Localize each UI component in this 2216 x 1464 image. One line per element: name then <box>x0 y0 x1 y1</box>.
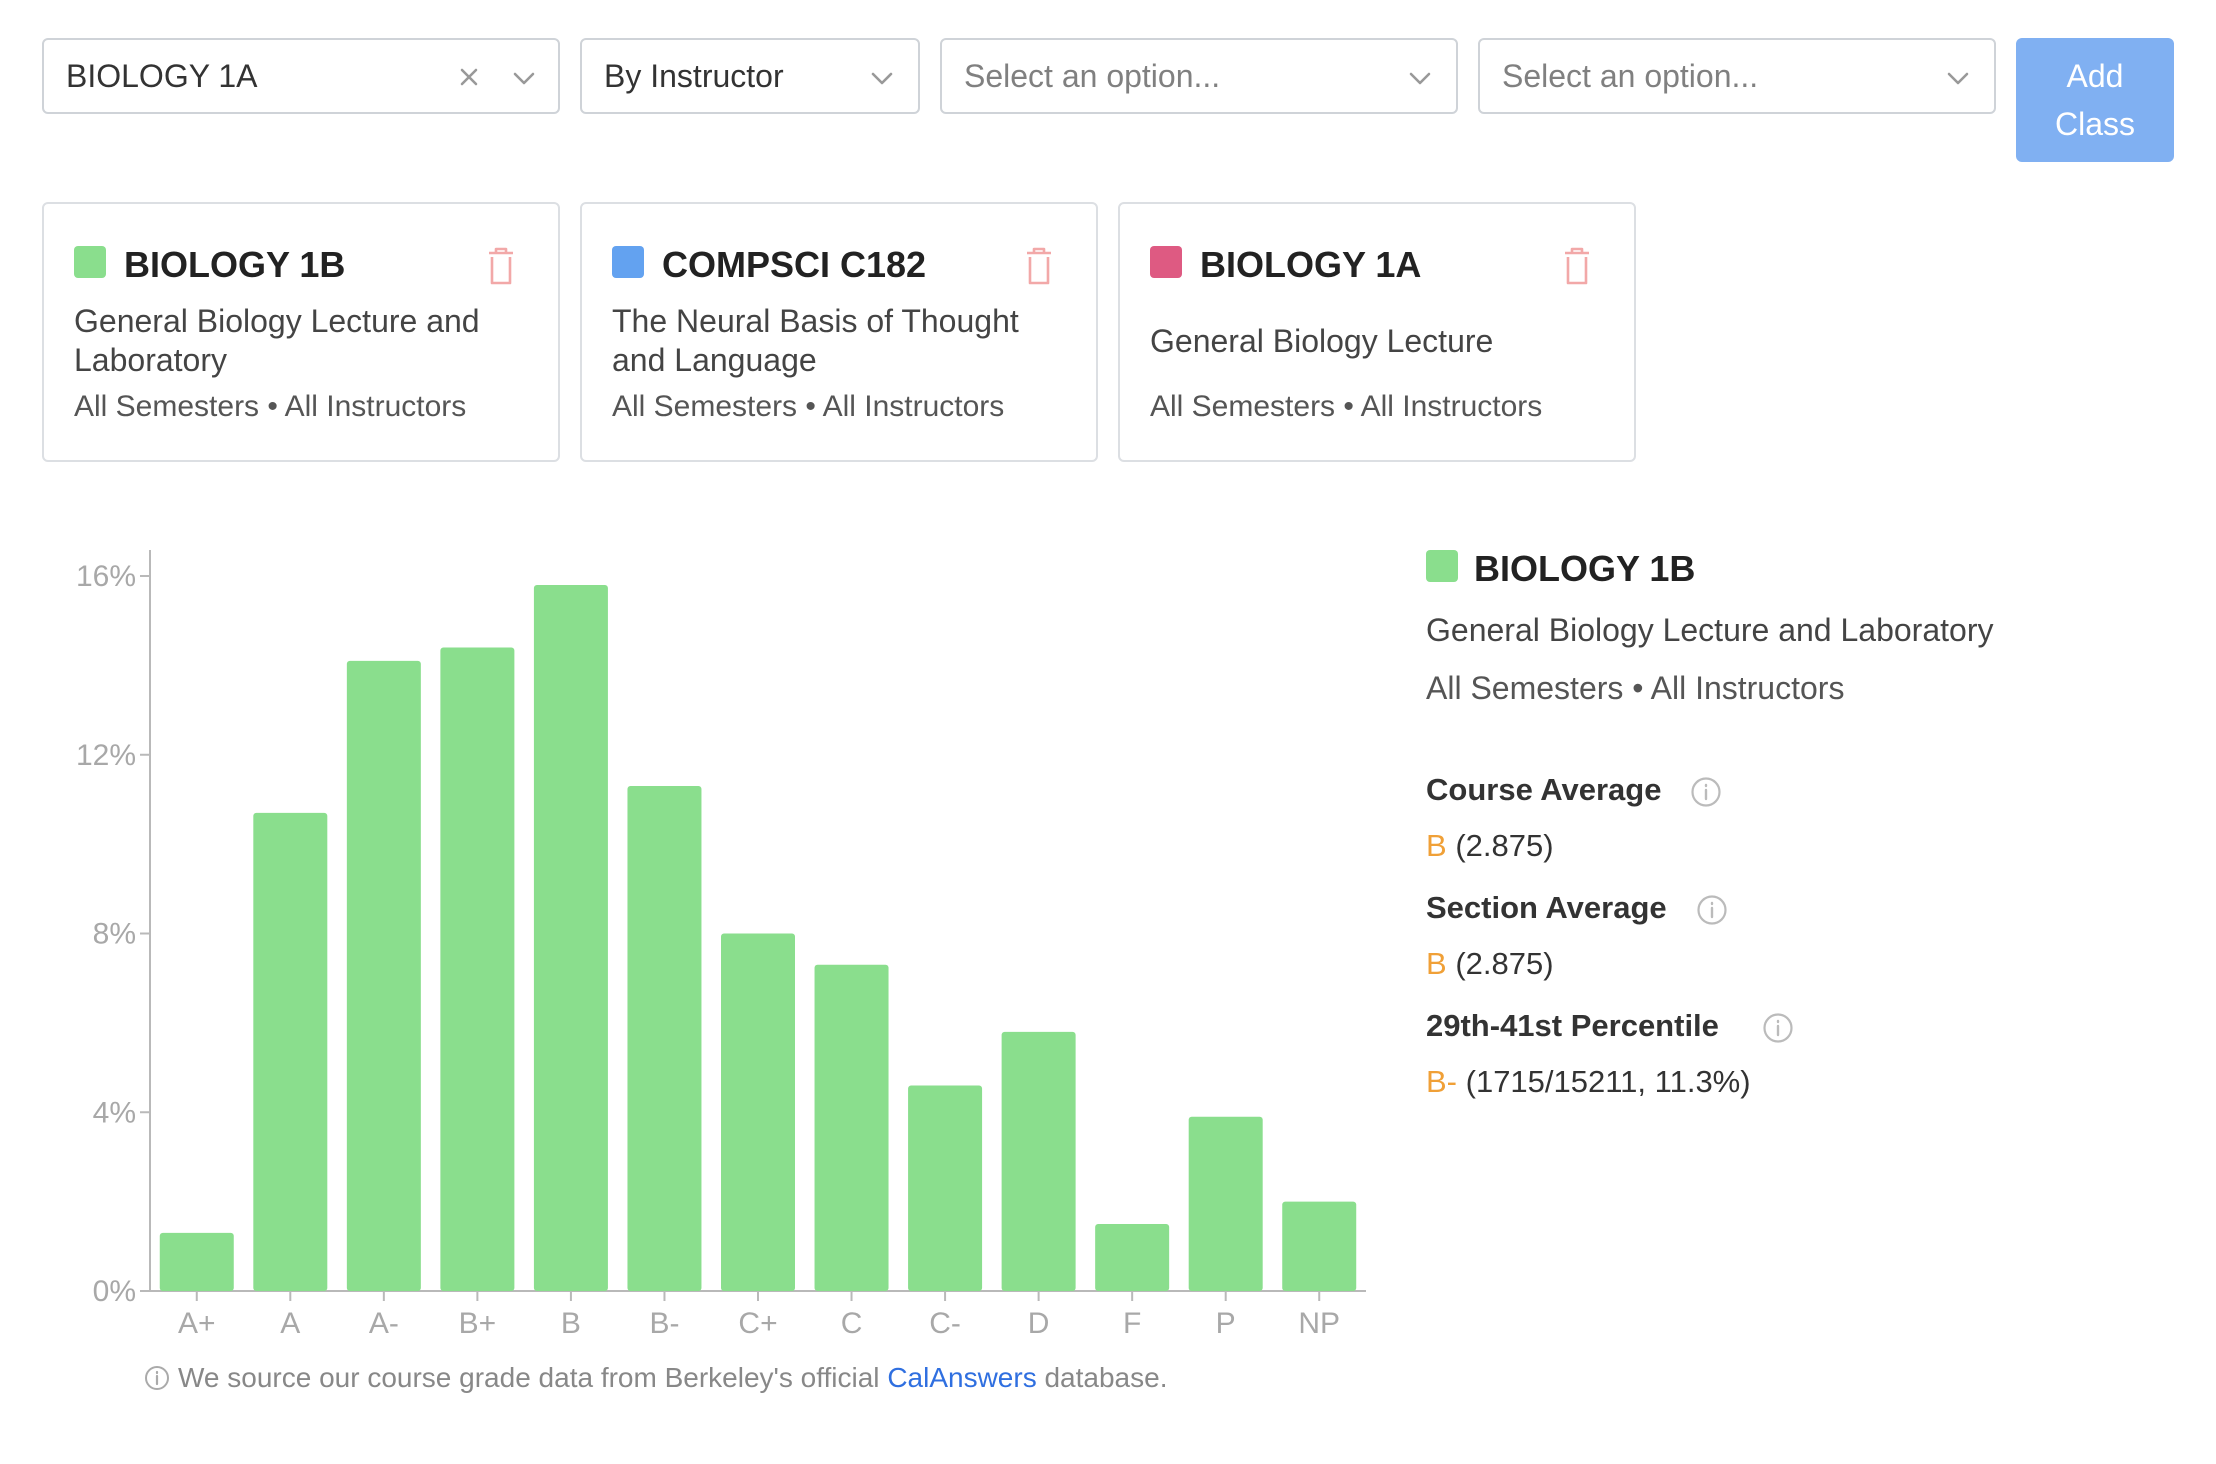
percentile-value: B- (1715/15211, 11.3%) <box>1426 1064 1751 1100</box>
info-icon[interactable] <box>1690 776 1722 808</box>
class-title: General Biology Lecture and Laboratory <box>74 303 480 378</box>
course-average-gpa: (2.875) <box>1455 828 1554 863</box>
course-average-label: Course Average <box>1426 772 1662 807</box>
section-average-gpa: (2.875) <box>1455 946 1554 981</box>
class-meta: All Semesters • All Instructors <box>1150 390 1543 423</box>
footnote-end: database. <box>1044 1362 1168 1393</box>
course-average-value: B (2.875) <box>1426 828 1554 864</box>
x-tick-label: P <box>1216 1307 1236 1340</box>
bar <box>908 1085 983 1291</box>
bar <box>721 933 795 1291</box>
chevron-down-icon[interactable] <box>510 64 538 92</box>
x-tick-label: A <box>280 1307 300 1340</box>
bar <box>1095 1223 1170 1291</box>
selected-class-code: BIOLOGY 1B <box>1474 548 1696 589</box>
y-tick-label: 12% <box>76 739 136 772</box>
class-card-compsci-c182[interactable]: COMPSCI C182 The Neural Basis of Thought… <box>580 202 1098 462</box>
x-tick-label: F <box>1123 1307 1141 1340</box>
add-class-label-2: Class <box>2054 106 2135 142</box>
bar <box>1001 1031 1076 1291</box>
footnote: We source our course grade data from Ber… <box>144 1362 1167 1394</box>
bar <box>440 647 515 1291</box>
class-color-swatch <box>1150 246 1182 278</box>
info-icon[interactable] <box>1696 894 1728 926</box>
bar <box>159 1232 234 1291</box>
x-tick-label: C <box>841 1307 863 1340</box>
option-select-1-placeholder: Select an option... <box>964 58 1221 94</box>
trash-icon[interactable] <box>486 246 516 286</box>
bar <box>1188 1116 1263 1291</box>
add-class-button[interactable]: Add Class <box>2016 38 2174 162</box>
add-class-label-1: Add <box>2066 58 2124 94</box>
x-tick-label: C+ <box>738 1307 777 1340</box>
class-title: The Neural Basis of Thought and Language <box>612 303 1019 378</box>
x-tick-label: A- <box>369 1307 399 1340</box>
course-select[interactable]: BIOLOGY 1A <box>42 38 560 114</box>
x-tick-label: C- <box>929 1307 961 1340</box>
trash-icon[interactable] <box>1562 246 1592 286</box>
percentile-detail: (1715/15211, 11.3%) <box>1465 1064 1751 1099</box>
chevron-down-icon[interactable] <box>1406 64 1434 92</box>
x-tick-label: NP <box>1298 1307 1340 1340</box>
bar <box>253 812 328 1291</box>
selected-class-swatch <box>1426 550 1458 582</box>
grade-distribution-chart: 0% 4% 8% 12% 16% A+ A A- B+ B B- C+ C C- D F P NP <box>76 550 1366 1340</box>
x-tick-label: B+ <box>459 1307 497 1340</box>
option-select-1[interactable]: Select an option... <box>940 38 1458 114</box>
bar <box>814 964 889 1291</box>
chevron-down-icon[interactable] <box>868 64 896 92</box>
class-code: BIOLOGY 1A <box>1200 244 1422 285</box>
x-tick-label: D <box>1028 1307 1050 1340</box>
y-tick-label: 16% <box>76 560 136 593</box>
x-tick-label: B- <box>649 1307 679 1340</box>
chevron-down-icon[interactable] <box>1944 64 1972 92</box>
selected-class-title: General Biology Lecture and Laboratory <box>1426 612 1994 648</box>
info-icon <box>145 1366 169 1390</box>
course-average-grade: B <box>1426 828 1447 863</box>
bar <box>346 660 421 1291</box>
option-select-2[interactable]: Select an option... <box>1478 38 1996 114</box>
selected-class-meta: All Semesters • All Instructors <box>1426 670 1845 706</box>
trash-icon[interactable] <box>1024 246 1054 286</box>
bar <box>627 786 702 1291</box>
section-average-grade: B <box>1426 946 1447 981</box>
bar <box>1282 1201 1357 1291</box>
mode-select[interactable]: By Instructor <box>580 38 920 114</box>
class-title: General Biology Lecture <box>1150 323 1494 359</box>
mode-select-value: By Instructor <box>604 58 784 94</box>
x-tick-label: A+ <box>178 1307 216 1340</box>
class-color-swatch <box>74 246 106 278</box>
class-color-swatch <box>612 246 644 278</box>
x-tick-label: B <box>561 1307 581 1340</box>
info-icon[interactable] <box>1762 1012 1794 1044</box>
section-average-label: Section Average <box>1426 890 1667 925</box>
class-card-biology-1b[interactable]: BIOLOGY 1B General Biology Lecture and L… <box>42 202 560 462</box>
section-average-value: B (2.875) <box>1426 946 1554 982</box>
class-meta: All Semesters • All Instructors <box>612 390 1005 423</box>
course-select-value: BIOLOGY 1A <box>66 58 258 94</box>
y-tick-label: 8% <box>93 918 136 951</box>
y-tick-label: 4% <box>93 1096 136 1129</box>
clear-icon[interactable] <box>454 62 484 92</box>
y-tick-label: 0% <box>93 1275 136 1308</box>
percentile-label: 29th-41st Percentile <box>1426 1008 1719 1043</box>
footnote-text: We source our course grade data from Ber… <box>178 1362 880 1393</box>
calanswers-link[interactable]: CalAnswers <box>887 1362 1037 1393</box>
class-code: COMPSCI C182 <box>662 244 927 285</box>
percentile-grade: B- <box>1426 1064 1457 1099</box>
class-code: BIOLOGY 1B <box>124 244 346 285</box>
bar <box>533 584 608 1291</box>
class-card-biology-1a[interactable]: BIOLOGY 1A General Biology Lecture All S… <box>1118 202 1636 462</box>
option-select-2-placeholder: Select an option... <box>1502 58 1759 94</box>
class-meta: All Semesters • All Instructors <box>74 390 467 423</box>
